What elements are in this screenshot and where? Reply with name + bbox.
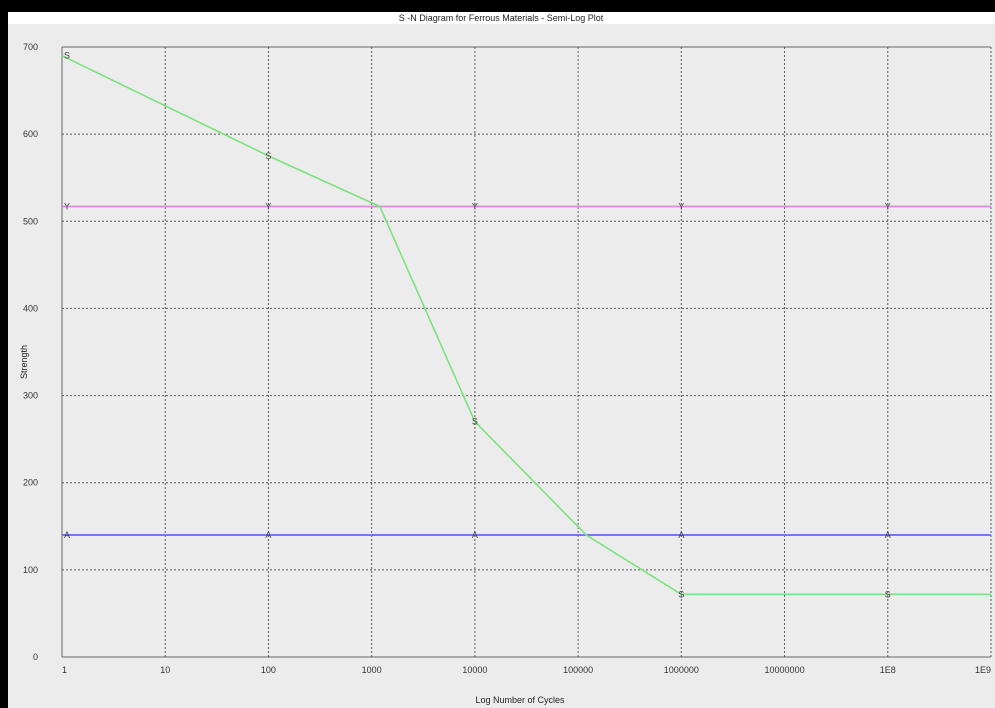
x-tick-label: 10000: [462, 665, 487, 675]
x-tick-label: 1E8: [880, 665, 896, 675]
y-axis-title: Strength: [19, 345, 29, 379]
y-tick-label: 0: [33, 652, 38, 662]
title-bar: [8, 12, 995, 24]
y-tick-label: 100: [23, 565, 38, 575]
grid: [61, 46, 992, 658]
x-tick-label: 100: [261, 665, 276, 675]
series-line-s: [61, 54, 991, 596]
chart-window: S -N Diagram for Ferrous Materials - Sem…: [8, 12, 995, 708]
y-tick-label: 600: [23, 129, 38, 139]
x-tick-label: 1: [62, 665, 67, 675]
series-marker-a: A: [885, 530, 891, 540]
x-tick-label: 1000: [362, 665, 382, 675]
x-tick-label: 10000000: [765, 665, 805, 675]
y-tick-label: 200: [23, 478, 38, 488]
series-marker-a: A: [64, 530, 70, 540]
x-tick-label: 10: [160, 665, 170, 675]
x-axis-title: Log Number of Cycles: [475, 695, 565, 705]
sn-chart: S -N Diagram for Ferrous Materials - Sem…: [8, 12, 995, 705]
y-tick-label: 700: [23, 42, 38, 52]
series-marker-y: Y: [64, 201, 70, 211]
chart-title: S -N Diagram for Ferrous Materials - Sem…: [399, 13, 604, 23]
series-marker-s: S: [472, 417, 478, 427]
series-marker-y: Y: [472, 201, 478, 211]
y-tick-label: 300: [23, 391, 38, 401]
series-marker-a: A: [472, 530, 478, 540]
series-marker-s: S: [885, 589, 891, 599]
series-marker-a: A: [265, 530, 271, 540]
y-tick-label: 500: [23, 216, 38, 226]
tick-labels: 1 10 100 1000 10000 100000 1000000 10000000 1E8 1…: [23, 42, 991, 675]
x-tick-label: 1E9: [975, 665, 991, 675]
series-marker-a: A: [678, 530, 684, 540]
series-group: Y Y Y Y Y A A A A A S S S S S: [61, 51, 991, 599]
y-tick-label: 400: [23, 303, 38, 313]
x-tick-label: 100000: [563, 665, 593, 675]
series-marker-y: Y: [265, 201, 271, 211]
series-marker-y: Y: [885, 201, 891, 211]
series-marker-s: S: [265, 151, 271, 161]
series-marker-s: S: [64, 51, 70, 61]
series-marker-s: S: [678, 589, 684, 599]
x-tick-label: 1000000: [664, 665, 699, 675]
series-marker-y: Y: [678, 201, 684, 211]
